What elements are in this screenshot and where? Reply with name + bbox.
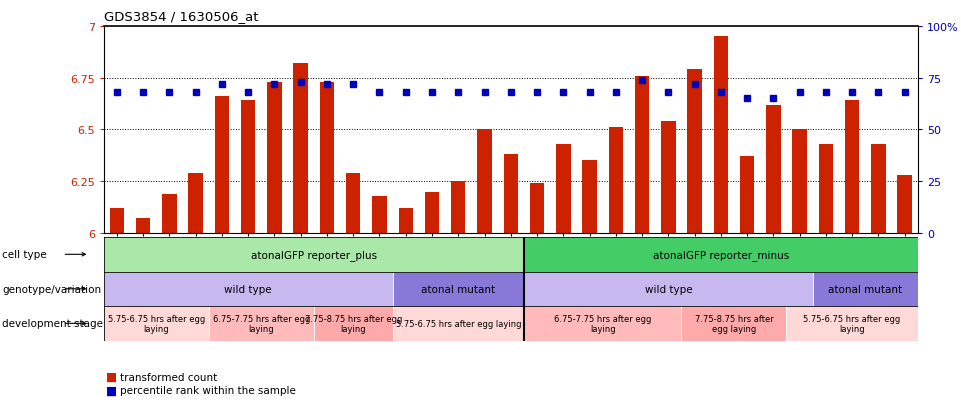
Bar — [214, 97, 229, 233]
Bar — [766, 105, 780, 233]
Text: 6.75-7.75 hrs after egg
laying: 6.75-7.75 hrs after egg laying — [212, 314, 310, 333]
Bar — [524, 306, 681, 341]
Bar — [104, 272, 393, 306]
Bar — [681, 306, 786, 341]
Bar — [845, 101, 859, 233]
Bar — [393, 306, 524, 341]
Bar — [393, 272, 524, 306]
Bar — [399, 209, 413, 233]
Text: 5.75-6.75 hrs after egg
laying: 5.75-6.75 hrs after egg laying — [108, 314, 205, 333]
Bar — [524, 272, 813, 306]
Bar — [786, 306, 918, 341]
Text: 5.75-6.75 hrs after egg laying: 5.75-6.75 hrs after egg laying — [396, 319, 521, 328]
Text: 7.75-8.75 hrs after
egg laying: 7.75-8.75 hrs after egg laying — [695, 314, 774, 333]
Text: GDS3854 / 1630506_at: GDS3854 / 1630506_at — [104, 10, 259, 23]
Text: development stage: development stage — [2, 318, 103, 328]
Text: 5.75-6.75 hrs after egg
laying: 5.75-6.75 hrs after egg laying — [803, 314, 900, 333]
Bar — [872, 145, 886, 233]
Bar — [898, 176, 912, 233]
Text: wild type: wild type — [645, 284, 692, 294]
Text: atonal mutant: atonal mutant — [828, 284, 902, 294]
Bar — [104, 306, 209, 341]
Bar — [188, 173, 203, 233]
Bar — [372, 196, 386, 233]
Text: ■: ■ — [106, 370, 117, 383]
Bar — [819, 145, 833, 233]
Text: atonal mutant: atonal mutant — [421, 284, 495, 294]
Text: ■: ■ — [106, 384, 117, 397]
Bar — [136, 219, 150, 233]
Text: atonalGFP reporter_plus: atonalGFP reporter_plus — [251, 249, 377, 260]
Bar — [162, 194, 177, 233]
Bar — [104, 237, 524, 272]
Bar — [582, 161, 597, 233]
Bar — [425, 192, 439, 233]
Text: 7.75-8.75 hrs after egg
laying: 7.75-8.75 hrs after egg laying — [305, 314, 402, 333]
Bar — [110, 209, 124, 233]
Bar — [524, 237, 918, 272]
Bar — [530, 184, 544, 233]
Text: percentile rank within the sample: percentile rank within the sample — [120, 385, 296, 395]
Bar — [793, 130, 807, 233]
Bar — [556, 145, 571, 233]
Bar — [293, 64, 308, 233]
Bar — [320, 83, 334, 233]
Text: genotype/variation: genotype/variation — [2, 284, 101, 294]
Bar — [813, 272, 918, 306]
Bar — [314, 306, 393, 341]
Text: 6.75-7.75 hrs after egg
laying: 6.75-7.75 hrs after egg laying — [554, 314, 652, 333]
Text: atonalGFP reporter_minus: atonalGFP reporter_minus — [653, 249, 789, 260]
Bar — [740, 157, 754, 233]
Text: transformed count: transformed count — [120, 372, 217, 382]
Bar — [714, 37, 728, 233]
Bar — [346, 173, 360, 233]
Bar — [478, 130, 492, 233]
Bar — [504, 155, 518, 233]
Bar — [635, 76, 650, 233]
Bar — [451, 182, 465, 233]
Bar — [241, 101, 256, 233]
Bar — [608, 128, 623, 233]
Text: cell type: cell type — [2, 250, 46, 260]
Bar — [267, 83, 282, 233]
Bar — [687, 70, 702, 233]
Bar — [209, 306, 314, 341]
Bar — [661, 122, 676, 233]
Text: wild type: wild type — [224, 284, 272, 294]
